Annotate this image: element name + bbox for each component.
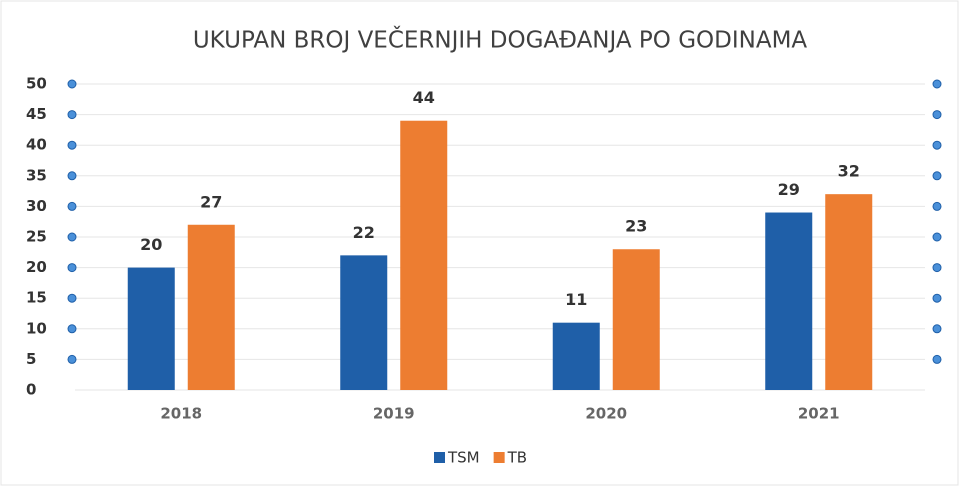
data-label: 11 bbox=[565, 290, 587, 309]
chart-title: UKUPAN BROJ VEČERNJIH DOGAĐANJA PO GODIN… bbox=[193, 26, 808, 54]
tick-dot bbox=[932, 110, 942, 120]
tick-dot bbox=[932, 232, 942, 242]
bar bbox=[825, 194, 873, 390]
tick-dot bbox=[932, 293, 942, 303]
y-tick-label: 10 bbox=[26, 319, 47, 337]
bar bbox=[187, 224, 235, 390]
tick-dot bbox=[67, 232, 77, 242]
bar bbox=[400, 120, 448, 390]
tick-dot bbox=[932, 263, 942, 273]
x-tick-label: 2019 bbox=[373, 405, 415, 423]
bar bbox=[552, 322, 600, 390]
y-tick-label: 30 bbox=[26, 197, 47, 215]
tick-dot bbox=[67, 140, 77, 150]
x-tick-label: 2021 bbox=[798, 405, 840, 423]
tick-dot bbox=[67, 293, 77, 303]
data-label: 44 bbox=[413, 88, 435, 107]
y-tick-label: 5 bbox=[26, 350, 36, 368]
bar bbox=[340, 255, 388, 390]
data-label: 20 bbox=[140, 235, 162, 254]
y-tick-label: 45 bbox=[26, 105, 47, 123]
tick-dot bbox=[67, 201, 77, 211]
tick-dot bbox=[67, 324, 77, 334]
x-tick-label: 2018 bbox=[160, 405, 202, 423]
y-tick-label: 20 bbox=[26, 258, 47, 276]
legend-label: TSM bbox=[447, 449, 480, 467]
legend-swatch bbox=[434, 452, 445, 463]
y-tick-label: 15 bbox=[26, 289, 47, 307]
data-label: 22 bbox=[353, 223, 375, 242]
tick-dot bbox=[67, 171, 77, 181]
tick-dot bbox=[932, 140, 942, 150]
y-tick-label: 35 bbox=[26, 166, 47, 184]
bar bbox=[127, 267, 175, 390]
legend-swatch bbox=[493, 452, 505, 463]
y-tick-label: 25 bbox=[26, 228, 47, 246]
tick-dot bbox=[67, 263, 77, 273]
y-tick-label: 40 bbox=[26, 136, 47, 154]
tick-dot bbox=[67, 110, 77, 120]
data-label: 27 bbox=[200, 192, 222, 211]
tick-dot bbox=[932, 324, 942, 334]
tick-dot bbox=[932, 354, 942, 364]
legend-label: TB bbox=[507, 449, 527, 467]
tick-dot bbox=[67, 354, 77, 364]
data-label: 29 bbox=[778, 180, 800, 199]
y-tick-label: 50 bbox=[26, 75, 47, 93]
bar bbox=[612, 249, 660, 390]
tick-dot bbox=[932, 79, 942, 89]
y-tick-label: 0 bbox=[26, 381, 36, 399]
bar bbox=[765, 212, 813, 390]
tick-dot bbox=[932, 201, 942, 211]
tick-dot bbox=[932, 171, 942, 181]
x-tick-label: 2020 bbox=[585, 405, 627, 423]
data-label: 32 bbox=[838, 162, 860, 181]
tick-dot bbox=[67, 79, 77, 89]
data-label: 23 bbox=[625, 217, 647, 236]
